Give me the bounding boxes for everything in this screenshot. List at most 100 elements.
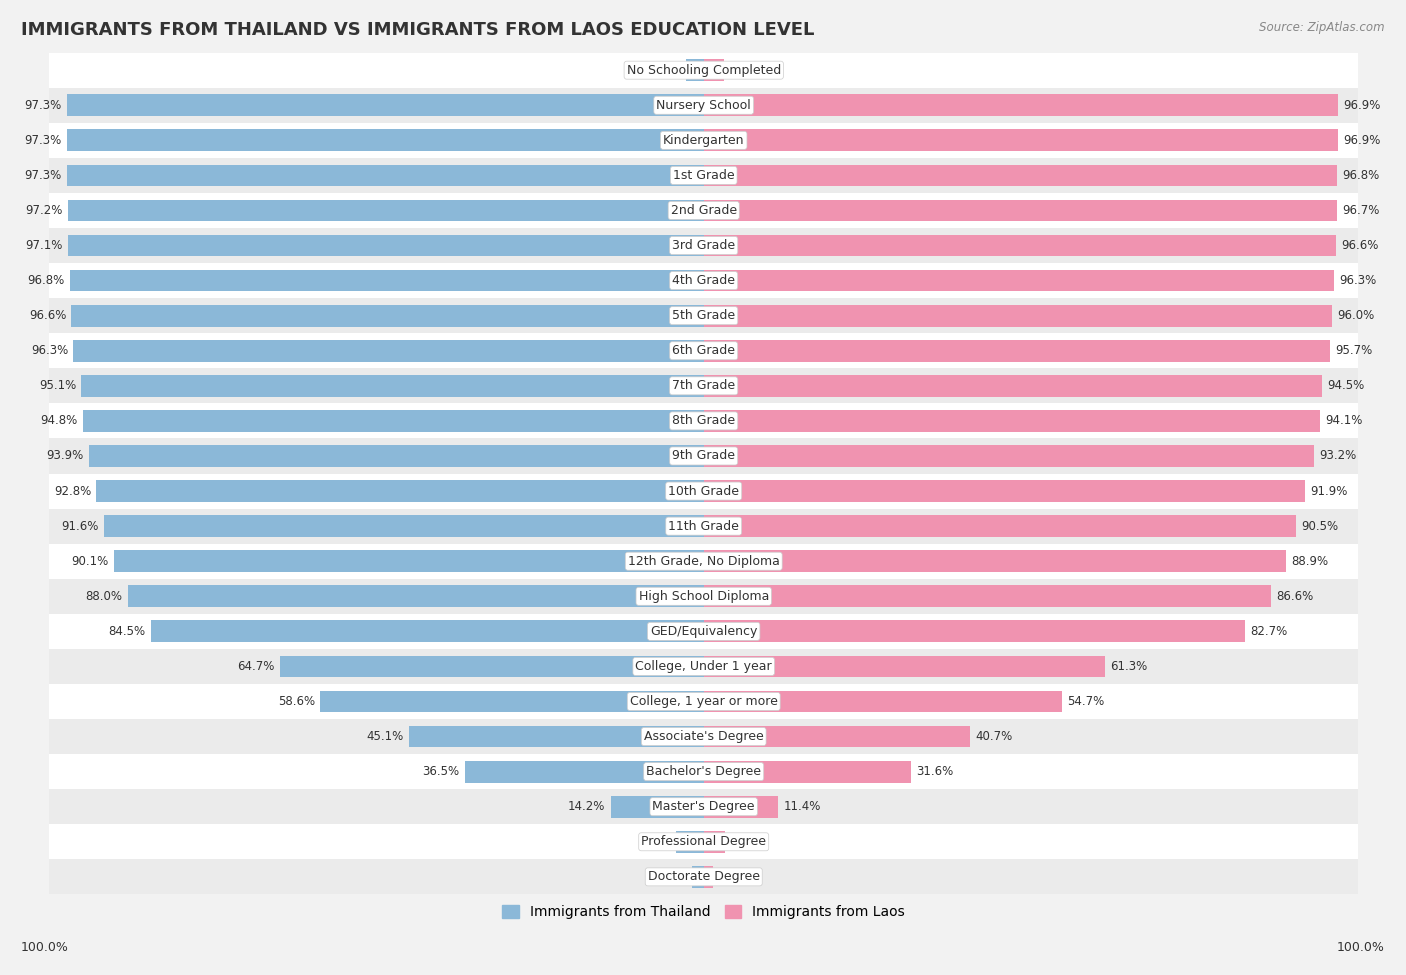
Text: 2.7%: 2.7%	[651, 63, 681, 77]
Text: 14.2%: 14.2%	[568, 800, 606, 813]
Bar	[67, 200, 704, 221]
Text: 97.3%: 97.3%	[24, 169, 62, 182]
Bar	[49, 158, 1358, 193]
Text: 96.6%: 96.6%	[1341, 239, 1379, 253]
Bar	[465, 760, 704, 783]
Bar	[114, 550, 704, 572]
Text: High School Diploma: High School Diploma	[638, 590, 769, 603]
Bar	[704, 410, 1320, 432]
Bar	[49, 404, 1358, 439]
Text: College, 1 year or more: College, 1 year or more	[630, 695, 778, 708]
Bar	[704, 235, 1336, 256]
Text: Kindergarten: Kindergarten	[664, 134, 744, 147]
Text: 97.3%: 97.3%	[24, 98, 62, 112]
Text: 96.6%: 96.6%	[28, 309, 66, 322]
Legend: Immigrants from Thailand, Immigrants from Laos: Immigrants from Thailand, Immigrants fro…	[496, 900, 911, 925]
Text: IMMIGRANTS FROM THAILAND VS IMMIGRANTS FROM LAOS EDUCATION LEVEL: IMMIGRANTS FROM THAILAND VS IMMIGRANTS F…	[21, 21, 814, 39]
Text: 3.2%: 3.2%	[730, 836, 759, 848]
Bar	[104, 515, 704, 537]
Text: 36.5%: 36.5%	[422, 765, 460, 778]
Bar	[49, 684, 1358, 719]
Text: 11.4%: 11.4%	[783, 800, 821, 813]
Text: 4.3%: 4.3%	[641, 836, 671, 848]
Text: 1.4%: 1.4%	[718, 871, 748, 883]
Bar	[692, 866, 704, 888]
Bar	[704, 200, 1337, 221]
Bar	[67, 95, 704, 116]
Text: 31.6%: 31.6%	[915, 765, 953, 778]
Text: 54.7%: 54.7%	[1067, 695, 1104, 708]
Bar	[704, 95, 1339, 116]
Text: 96.3%: 96.3%	[1340, 274, 1376, 287]
Bar	[49, 649, 1358, 684]
Text: 95.1%: 95.1%	[39, 379, 76, 392]
Text: 96.8%: 96.8%	[1343, 169, 1379, 182]
Bar	[49, 859, 1358, 894]
Bar	[704, 585, 1271, 607]
Bar	[704, 340, 1330, 362]
Bar	[704, 130, 1339, 151]
Bar	[49, 228, 1358, 263]
Bar	[49, 123, 1358, 158]
Text: 84.5%: 84.5%	[108, 625, 145, 638]
Text: 4th Grade: 4th Grade	[672, 274, 735, 287]
Bar	[704, 270, 1334, 292]
Bar	[96, 480, 704, 502]
Text: 88.9%: 88.9%	[1291, 555, 1329, 567]
Bar	[82, 375, 704, 397]
Text: No Schooling Completed: No Schooling Completed	[627, 63, 780, 77]
Text: 12th Grade, No Diploma: 12th Grade, No Diploma	[628, 555, 780, 567]
Bar	[128, 585, 704, 607]
Bar	[67, 165, 704, 186]
Bar	[409, 725, 704, 748]
Text: 88.0%: 88.0%	[86, 590, 122, 603]
Text: 97.1%: 97.1%	[25, 239, 63, 253]
Bar	[704, 796, 779, 818]
Text: 5th Grade: 5th Grade	[672, 309, 735, 322]
Bar	[49, 193, 1358, 228]
Bar	[49, 544, 1358, 579]
Bar	[150, 620, 704, 643]
Text: 96.3%: 96.3%	[31, 344, 67, 357]
Bar	[49, 614, 1358, 649]
Text: 64.7%: 64.7%	[238, 660, 276, 673]
Bar	[49, 474, 1358, 509]
Text: 10th Grade: 10th Grade	[668, 485, 740, 497]
Text: 93.2%: 93.2%	[1319, 449, 1357, 462]
Text: 90.1%: 90.1%	[72, 555, 108, 567]
Text: 90.5%: 90.5%	[1302, 520, 1339, 532]
Text: 92.8%: 92.8%	[53, 485, 91, 497]
Text: Professional Degree: Professional Degree	[641, 836, 766, 848]
Text: 95.7%: 95.7%	[1336, 344, 1372, 357]
Bar	[704, 725, 970, 748]
Bar	[704, 59, 724, 81]
Bar	[686, 59, 704, 81]
Bar	[704, 831, 724, 853]
Bar	[704, 550, 1285, 572]
Text: 40.7%: 40.7%	[976, 730, 1012, 743]
Bar	[70, 270, 704, 292]
Text: 91.6%: 91.6%	[62, 520, 98, 532]
Text: 45.1%: 45.1%	[366, 730, 404, 743]
Bar	[704, 620, 1246, 643]
Text: 1st Grade: 1st Grade	[673, 169, 734, 182]
Text: 1.8%: 1.8%	[657, 871, 686, 883]
Text: 8th Grade: 8th Grade	[672, 414, 735, 427]
Text: 7th Grade: 7th Grade	[672, 379, 735, 392]
Text: 3.1%: 3.1%	[730, 63, 759, 77]
Bar	[704, 690, 1062, 713]
Text: 6th Grade: 6th Grade	[672, 344, 735, 357]
Text: 96.8%: 96.8%	[28, 274, 65, 287]
Bar	[67, 130, 704, 151]
Text: 96.7%: 96.7%	[1341, 204, 1379, 217]
Text: 96.0%: 96.0%	[1337, 309, 1375, 322]
Text: 58.6%: 58.6%	[278, 695, 315, 708]
Bar	[704, 515, 1296, 537]
Text: 11th Grade: 11th Grade	[668, 520, 740, 532]
Text: 100.0%: 100.0%	[21, 941, 69, 954]
Bar	[610, 796, 704, 818]
Bar	[321, 690, 704, 713]
Text: 61.3%: 61.3%	[1111, 660, 1147, 673]
Text: 86.6%: 86.6%	[1275, 590, 1313, 603]
Bar	[704, 375, 1322, 397]
